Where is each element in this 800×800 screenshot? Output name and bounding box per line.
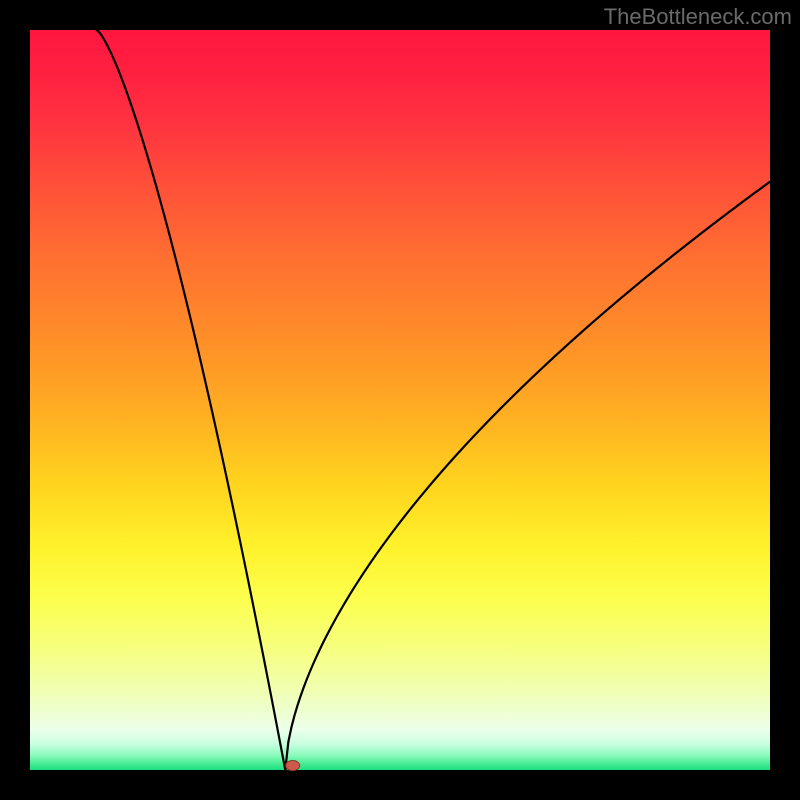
minimum-marker <box>286 761 300 771</box>
bottleneck-chart <box>0 0 800 800</box>
chart-container: TheBottleneck.com <box>0 0 800 800</box>
plot-area <box>30 30 770 770</box>
watermark-text: TheBottleneck.com <box>604 4 792 30</box>
